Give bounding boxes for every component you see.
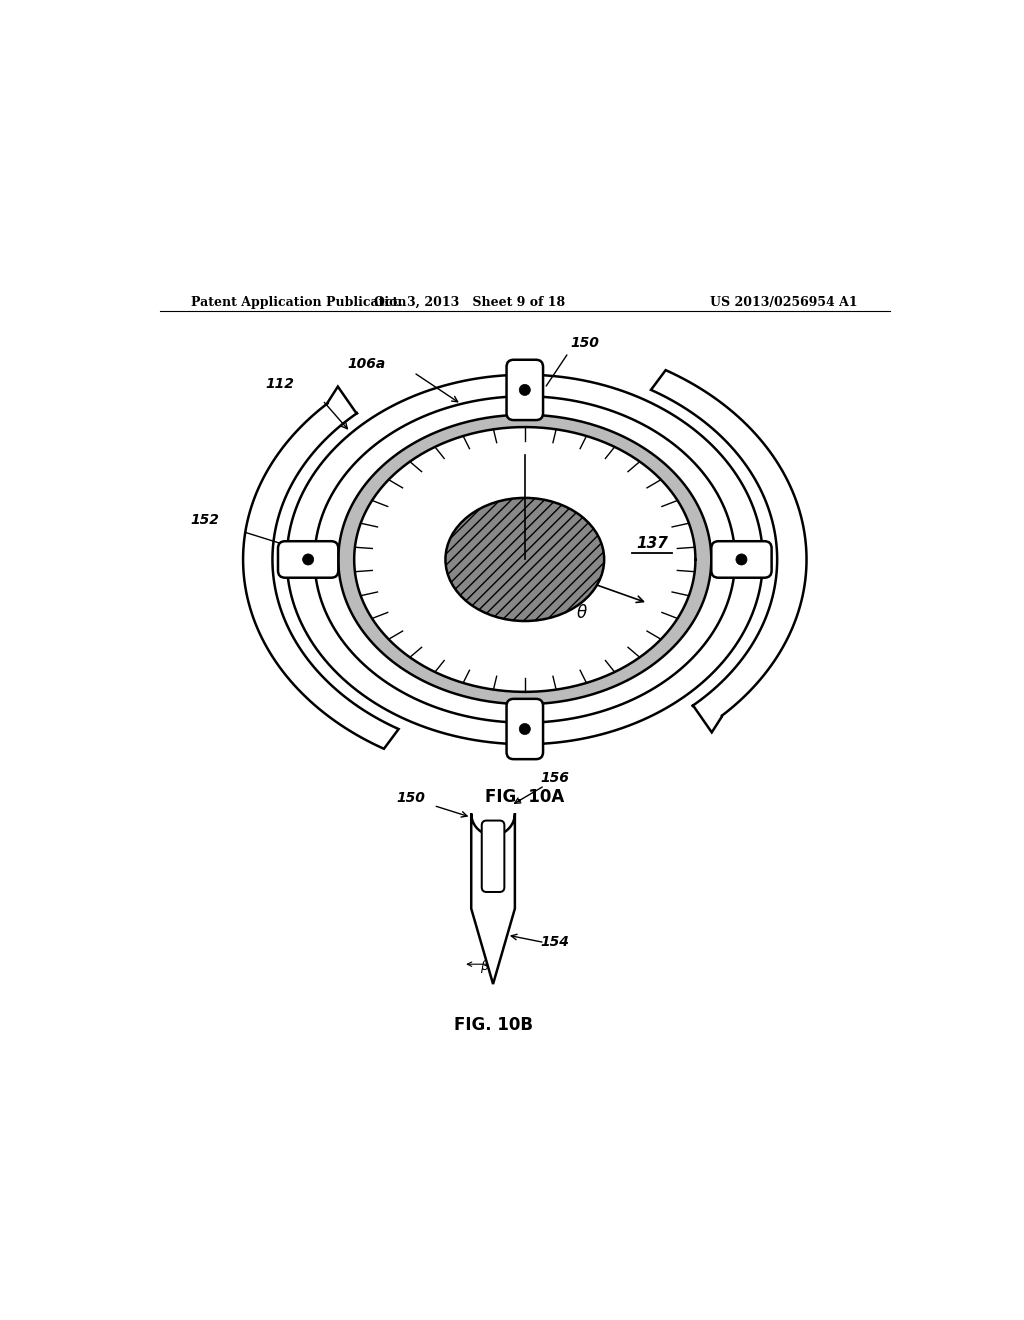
Text: 156: 156 [541, 771, 569, 784]
Text: 112: 112 [266, 378, 295, 391]
Text: FIG. 10A: FIG. 10A [485, 788, 564, 807]
Polygon shape [338, 414, 712, 704]
Text: 137: 137 [636, 536, 668, 550]
Circle shape [519, 723, 530, 734]
Text: FIG. 10B: FIG. 10B [454, 1016, 532, 1034]
FancyBboxPatch shape [712, 541, 772, 578]
Text: 152: 152 [190, 512, 219, 527]
Ellipse shape [445, 498, 604, 620]
Text: Patent Application Publication: Patent Application Publication [191, 296, 407, 309]
FancyBboxPatch shape [507, 360, 543, 420]
Text: 10B: 10B [515, 700, 543, 713]
Text: Oct. 3, 2013   Sheet 9 of 18: Oct. 3, 2013 Sheet 9 of 18 [374, 296, 565, 309]
Text: 106a: 106a [348, 358, 386, 371]
FancyBboxPatch shape [278, 541, 338, 578]
Text: 154: 154 [541, 936, 569, 949]
Text: 150: 150 [396, 791, 426, 804]
Circle shape [519, 384, 530, 396]
Text: $\theta$: $\theta$ [577, 605, 588, 623]
Circle shape [303, 554, 313, 565]
Circle shape [736, 554, 748, 565]
FancyBboxPatch shape [507, 698, 543, 759]
Polygon shape [471, 813, 515, 983]
Text: US 2013/0256954 A1: US 2013/0256954 A1 [711, 296, 858, 309]
Polygon shape [651, 370, 807, 733]
Polygon shape [243, 387, 398, 748]
Text: $\beta$: $\beta$ [480, 958, 489, 974]
FancyBboxPatch shape [481, 821, 505, 892]
Text: 150: 150 [570, 337, 599, 350]
